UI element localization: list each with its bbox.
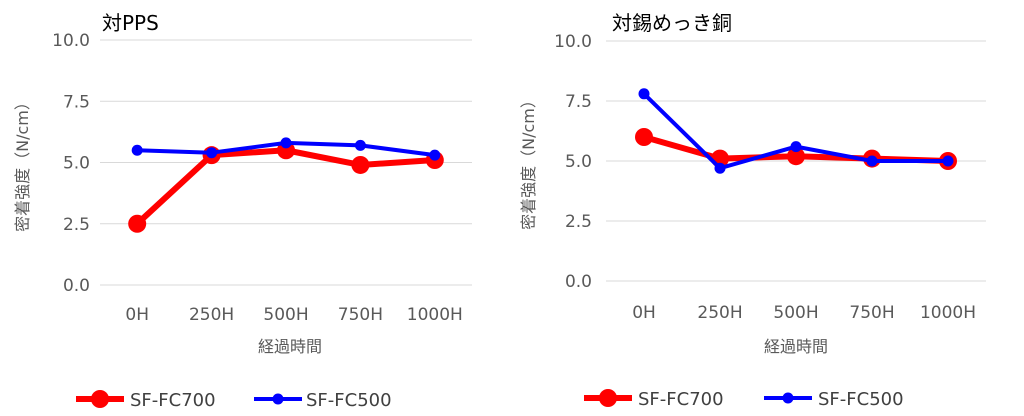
data-point bbox=[351, 155, 370, 174]
y-tick-label: 10.0 bbox=[52, 31, 90, 51]
y-tick-label: 7.5 bbox=[63, 92, 90, 112]
legend-swatch-marker bbox=[91, 390, 109, 408]
x-tick-label: 750H bbox=[849, 303, 894, 323]
data-point bbox=[638, 88, 650, 100]
series-line-sf-fc700 bbox=[134, 147, 438, 227]
chart-title-pps: 対PPS bbox=[102, 11, 159, 35]
legend-swatch-marker bbox=[272, 393, 284, 405]
legend-swatch-marker bbox=[599, 389, 617, 407]
x-axis-label-tinned-copper: 経過時間 bbox=[764, 337, 828, 356]
x-tick-label: 500H bbox=[263, 305, 308, 325]
data-point bbox=[714, 162, 726, 174]
x-tick-label: 250H bbox=[189, 305, 234, 325]
data-point bbox=[128, 214, 147, 233]
data-point bbox=[635, 128, 653, 146]
y-tick-label: 2.5 bbox=[63, 215, 90, 235]
data-point bbox=[429, 149, 441, 161]
data-point bbox=[354, 139, 366, 151]
data-point bbox=[790, 141, 802, 153]
y-tick-label: 5.0 bbox=[63, 154, 90, 174]
x-tick-label: 500H bbox=[773, 303, 818, 323]
x-tick-label: 750H bbox=[338, 305, 383, 325]
x-tick-label: 0H bbox=[632, 303, 656, 323]
y-axis-label-pps: 密着強度（N/cm） bbox=[13, 94, 32, 232]
data-point bbox=[131, 144, 143, 156]
data-point bbox=[866, 155, 878, 167]
data-point bbox=[787, 147, 805, 166]
y-tick-label: 0.0 bbox=[565, 272, 592, 292]
x-tick-label: 1000H bbox=[920, 303, 976, 323]
y-tick-label: 2.5 bbox=[565, 212, 592, 232]
legend-label: SF-FC700 bbox=[638, 389, 724, 410]
data-point bbox=[280, 137, 292, 149]
chart-title-tinned-copper: 対錫めっき銅 bbox=[612, 11, 732, 35]
legend-swatch-marker bbox=[782, 392, 794, 404]
x-tick-label: 1000H bbox=[407, 305, 463, 325]
y-tick-label: 0.0 bbox=[63, 276, 90, 296]
x-axis-label-pps: 経過時間 bbox=[258, 337, 322, 356]
legend-label: SF-FC500 bbox=[818, 389, 904, 410]
x-tick-label: 0H bbox=[125, 305, 149, 325]
y-tick-label: 5.0 bbox=[565, 152, 592, 172]
y-axis-label-tinned-copper: 密着強度（N/cm） bbox=[519, 92, 538, 230]
data-point bbox=[942, 155, 954, 167]
y-tick-label: 10.0 bbox=[554, 32, 592, 52]
legend-label: SF-FC700 bbox=[130, 390, 216, 411]
legend-label: SF-FC500 bbox=[306, 390, 392, 411]
data-point bbox=[206, 147, 218, 159]
x-tick-label: 250H bbox=[697, 303, 742, 323]
y-tick-label: 7.5 bbox=[565, 92, 592, 112]
